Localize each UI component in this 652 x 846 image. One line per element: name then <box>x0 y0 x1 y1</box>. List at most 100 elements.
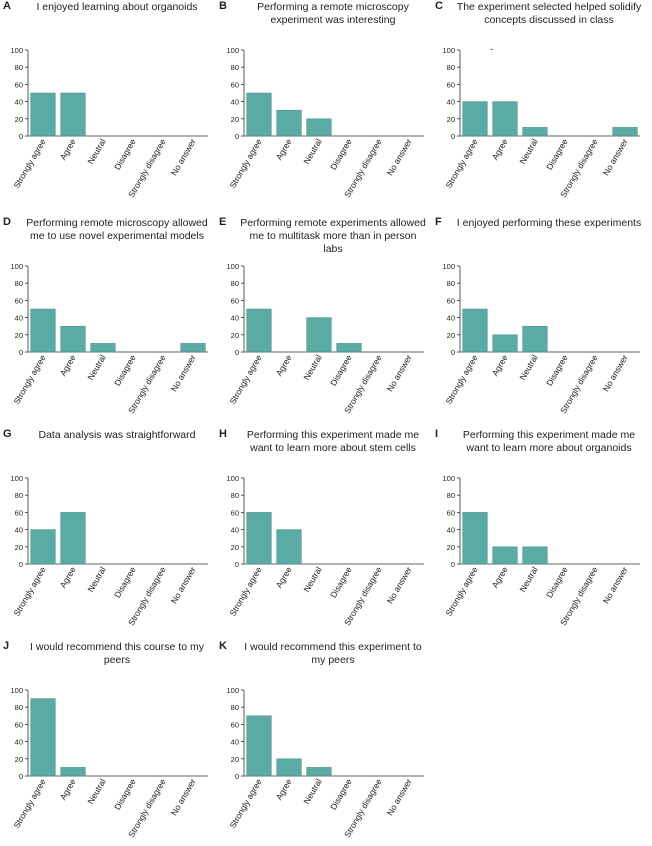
x-tick-label: Strongly agree <box>227 137 263 190</box>
x-tick-label: Agree <box>274 137 294 162</box>
y-tick-label: 0 <box>19 348 23 357</box>
chart-panel-i: I Performing this experiment made me want… <box>432 428 648 634</box>
y-tick-label: 60 <box>15 720 23 729</box>
x-tick-label: Disagree <box>112 353 138 388</box>
chart-panel-b: B Performing a remote microscopy experime… <box>216 0 432 206</box>
bar-neutral <box>306 118 332 137</box>
panel-letter: K <box>219 640 227 652</box>
y-tick-label: 20 <box>231 115 239 124</box>
bar-agree <box>60 767 86 777</box>
chart-panel-a: A I enjoyed learning about organoids 0 20 40… <box>0 0 216 206</box>
bar-no-answer <box>180 343 206 353</box>
chart-title: Performing a remote microscopy experimen… <box>257 1 409 26</box>
y-tick-label: 0 <box>19 132 23 141</box>
y-tick-label: 100 <box>226 262 239 271</box>
y-tick-label: 100 <box>442 474 455 483</box>
y-tick-label: 0 <box>235 348 239 357</box>
chart-panel-h: H Performing this experiment made me want… <box>216 428 432 634</box>
y-tick-label: 80 <box>447 63 455 72</box>
chart-svg: 0 20 40 60 80 100 Strongly agree Agree Neutral Di… <box>10 262 208 415</box>
y-tick-label: 100 <box>226 686 239 695</box>
x-tick-label: No answer <box>169 353 198 393</box>
x-tick-label: Disagree <box>328 565 354 600</box>
chart-title: Performing this experiment made me want … <box>462 429 636 454</box>
chart-title: Data analysis was straightforward <box>38 429 196 441</box>
y-tick-label: 80 <box>447 279 455 288</box>
bar-strongly-agree <box>246 92 272 137</box>
y-tick-label: 20 <box>231 331 239 340</box>
x-tick-label: Disagree <box>328 137 354 172</box>
x-tick-label: Agree <box>490 353 510 378</box>
x-tick-label: Disagree <box>544 137 570 172</box>
bar-agree <box>492 101 518 137</box>
panel-letter: J <box>3 640 10 652</box>
x-tick-label: No answer <box>169 137 198 177</box>
y-tick-label: 80 <box>231 279 239 288</box>
chart-svg: 0 20 40 60 80 100 Strongly agree Agree Neutral Di… <box>226 686 424 839</box>
y-tick-label: 20 <box>231 755 239 764</box>
x-tick-label: No answer <box>601 137 630 177</box>
y-tick-label: 20 <box>447 115 455 124</box>
chart-panel-j: J I would recommend this course to my pee… <box>0 640 216 846</box>
x-tick-label: Strongly agree <box>443 565 479 618</box>
y-tick-label: 0 <box>19 772 23 781</box>
chart-title: The experiment selected helped solidify … <box>456 1 642 26</box>
stray-mark: - <box>490 44 493 54</box>
chart-panel-k: K I would recommend this experiment to my… <box>216 640 432 846</box>
y-tick-label: 80 <box>231 491 239 500</box>
panel-letter: B <box>219 0 227 12</box>
y-tick-label: 80 <box>231 63 239 72</box>
bar-agree <box>492 546 518 565</box>
x-tick-label: No answer <box>169 777 198 817</box>
bar-strongly-agree <box>30 698 56 777</box>
panel-letter: E <box>219 216 227 228</box>
bar-strongly-agree <box>30 529 56 565</box>
chart-panel-f: F I enjoyed performing these experiments 0… <box>432 216 648 422</box>
panel-letter: A <box>3 0 11 12</box>
bar-strongly-agree <box>246 715 272 777</box>
panel-letter: I <box>435 428 439 440</box>
y-tick-label: 60 <box>15 508 23 517</box>
y-tick-label: 40 <box>231 314 239 323</box>
panel-letter: G <box>3 428 12 440</box>
x-tick-label: Disagree <box>544 565 570 600</box>
bar-neutral <box>522 127 548 137</box>
x-tick-label: Strongly agree <box>11 565 47 618</box>
y-tick-label: 0 <box>451 560 455 569</box>
y-tick-label: 60 <box>15 80 23 89</box>
x-tick-label: Neutral <box>301 565 323 594</box>
chart-svg: 0 20 40 60 80 100 Strongly agree Agree Neutral Di… <box>10 46 208 199</box>
bar-strongly-agree <box>30 308 56 353</box>
y-tick-label: 0 <box>235 560 239 569</box>
y-tick-label: 40 <box>15 314 23 323</box>
bar-disagree <box>336 343 362 353</box>
x-tick-label: Neutral <box>85 353 107 382</box>
bar-neutral <box>306 767 332 777</box>
x-tick-label: Strongly agree <box>443 137 479 190</box>
bar-agree <box>60 92 86 137</box>
bar-agree <box>276 529 302 565</box>
x-tick-label: Neutral <box>85 137 107 166</box>
y-tick-label: 100 <box>226 46 239 55</box>
chart-panel-c: C The experiment selected helped solidify… <box>432 0 648 206</box>
bar-strongly-agree <box>246 308 272 353</box>
y-tick-label: 20 <box>15 755 23 764</box>
y-tick-label: 20 <box>15 543 23 552</box>
x-tick-label: Agree <box>274 777 294 802</box>
chart-panel-e: E Performing remote experiments allowed m… <box>216 216 432 422</box>
y-tick-label: 60 <box>231 508 239 517</box>
x-tick-label: Strongly agree <box>227 353 263 406</box>
y-tick-label: 40 <box>447 526 455 535</box>
y-tick-label: 20 <box>447 331 455 340</box>
y-tick-label: 0 <box>19 560 23 569</box>
chart-title: I would recommend this course to my peer… <box>30 641 204 666</box>
x-tick-label: Agree <box>58 353 78 378</box>
x-tick-label: No answer <box>601 353 630 393</box>
y-tick-label: 80 <box>15 703 23 712</box>
chart-svg: 0 20 40 60 80 100 Strongly agree Agree Neutral Di… <box>226 474 424 627</box>
chart-svg: 0 20 40 60 80 100 Strongly agree Agree Neutral Di… <box>226 46 424 199</box>
chart-svg: 0 20 40 60 80 100 Strongly agree Agree Neutral Di… <box>442 474 640 627</box>
y-tick-label: 40 <box>231 98 239 107</box>
y-tick-label: 0 <box>235 772 239 781</box>
